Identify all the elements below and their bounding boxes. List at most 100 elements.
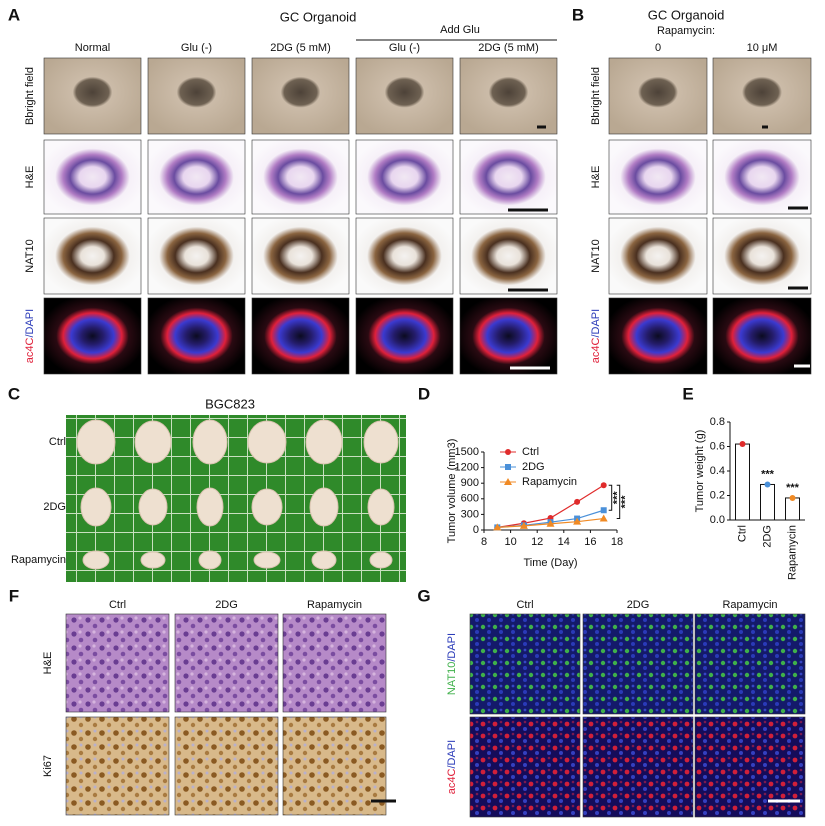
panel-title: GC Organoid: [280, 9, 357, 24]
tumor: [196, 487, 224, 527]
mean-marker: [789, 494, 796, 501]
column-header: 2DG (5 mM): [270, 42, 331, 54]
column-header: 2DG: [215, 599, 238, 611]
panel-label: G: [417, 586, 430, 605]
micrograph: [43, 217, 142, 295]
y-tick-label: 0.8: [710, 416, 725, 428]
row-label-part: NAT10: [446, 662, 458, 695]
y-tick-label: 1200: [455, 462, 479, 474]
column-header: Glu (-): [389, 42, 420, 54]
micrograph: [608, 139, 708, 215]
tumor: [369, 551, 393, 569]
column-header: Glu (-): [181, 42, 212, 54]
significance: ***: [761, 468, 775, 480]
micrograph: [65, 613, 170, 713]
micrograph: [147, 297, 246, 375]
tumor: [134, 420, 172, 464]
tumor: [80, 487, 112, 527]
micrograph: [43, 57, 142, 135]
row-label: H&E: [24, 166, 36, 189]
tumor: [140, 551, 166, 569]
legend-marker: [504, 478, 512, 485]
legend-label: Ctrl: [522, 446, 539, 458]
tumor: [192, 419, 228, 465]
row-label-part: ac4C: [590, 337, 602, 363]
row-label: NAT10/DAPI: [446, 633, 458, 695]
row-label: Ki67: [42, 755, 54, 777]
y-tick-label: 300: [461, 508, 479, 520]
column-header: Rapamycin: [722, 599, 777, 611]
micrograph: [608, 297, 708, 375]
marker: [519, 521, 528, 529]
column-header: Ctrl: [109, 599, 126, 611]
micrograph: [459, 139, 558, 215]
significance: ***: [620, 495, 632, 509]
y-tick-label: 900: [461, 477, 479, 489]
y-axis-label: Tumor weight (g): [694, 430, 706, 513]
micrograph: [282, 716, 387, 816]
column-header: 2DG (5 mM): [478, 42, 539, 54]
micrograph: [251, 57, 350, 135]
x-axis-label: Time (Day): [524, 557, 578, 569]
micrograph: [608, 217, 708, 295]
micrograph: [582, 613, 694, 715]
micrograph: [712, 297, 812, 375]
bar: [760, 483, 775, 521]
tumor-photo: [66, 415, 406, 582]
column-header: 10 μM: [747, 42, 778, 54]
micrograph: [147, 139, 246, 215]
marker: [574, 498, 581, 505]
significance: ***: [786, 482, 800, 494]
tumor: [138, 488, 168, 526]
micrograph: [174, 613, 279, 713]
micrograph: [712, 57, 812, 135]
micrograph: [251, 139, 350, 215]
legend-label: Rapamycin: [522, 476, 577, 488]
x-tick-label: 14: [558, 536, 570, 548]
micrograph: [712, 217, 812, 295]
bar: [785, 497, 800, 521]
x-tick-label: 10: [504, 536, 516, 548]
column-header: 2DG: [627, 599, 650, 611]
row-label: H&E: [590, 166, 602, 189]
tumor: [198, 550, 222, 570]
y-axis-label: Tumor volume (mm3): [446, 439, 458, 544]
micrograph: [355, 57, 454, 135]
row-label: NAT10: [590, 239, 602, 272]
micrograph: [459, 217, 558, 295]
row-label: Bbright field: [590, 67, 602, 125]
micrograph: [355, 139, 454, 215]
legend-marker: [505, 449, 511, 455]
panel-label: A: [8, 5, 20, 24]
legend-label: 2DG: [522, 461, 545, 473]
row-label-part: /DAPI: [24, 309, 36, 338]
row-label-part: /DAPI: [446, 740, 458, 769]
y-tick-label: 1500: [455, 446, 479, 458]
panel-title: BGC823: [205, 396, 255, 411]
row-label: NAT10: [24, 239, 36, 272]
y-tick-label: 0: [473, 524, 479, 536]
column-header: Normal: [75, 42, 110, 54]
tumor: [76, 419, 116, 465]
panel-label: B: [572, 5, 584, 24]
x-tick-label: 18: [611, 536, 623, 548]
row-label: Rapamycin: [11, 554, 66, 566]
micrograph: [582, 716, 694, 818]
row-label: 2DG: [43, 501, 66, 513]
tumor: [305, 419, 343, 465]
y-tick-label: 0.6: [710, 440, 725, 452]
significance-bracket: [608, 484, 613, 511]
micrograph: [469, 613, 581, 715]
micrograph: [355, 217, 454, 295]
group-label: Add Glu: [440, 24, 480, 36]
micrograph: [712, 139, 812, 215]
micrograph: [65, 716, 170, 816]
x-tick-label: 2DG: [761, 525, 773, 548]
micrograph: [174, 716, 279, 816]
row-label: ac4C/DAPI: [24, 309, 36, 363]
row-label: ac4C/DAPI: [446, 740, 458, 794]
column-header: Ctrl: [516, 599, 533, 611]
y-tick-label: 600: [461, 493, 479, 505]
micrograph: [282, 613, 387, 713]
mean-marker: [739, 441, 746, 448]
